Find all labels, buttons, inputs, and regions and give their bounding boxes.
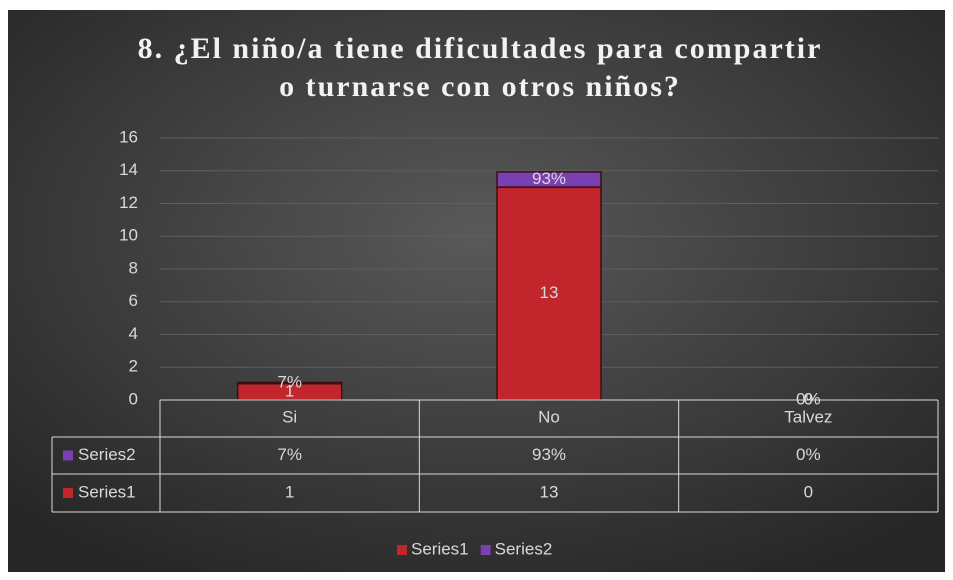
- data-label: 7%: [277, 373, 302, 392]
- y-tick-label: 8: [129, 258, 138, 277]
- data-label: 0: [804, 389, 813, 408]
- table-cell: 93%: [532, 445, 566, 464]
- table-legend-key: [63, 450, 73, 461]
- legend-key: [397, 545, 407, 555]
- table-cell: 7%: [277, 445, 302, 464]
- table-cell: 0%: [796, 445, 821, 464]
- data-label: 1: [285, 381, 294, 400]
- table-series-name: Series2: [78, 445, 136, 464]
- x-tick-label: Si: [282, 407, 297, 426]
- legend-label: Series2: [495, 539, 553, 558]
- legend-key: [480, 545, 491, 555]
- y-tick-label: 6: [129, 291, 138, 310]
- y-tick-label: 16: [119, 127, 138, 146]
- table-legend-key: [63, 488, 73, 498]
- y-tick-label: 2: [129, 357, 138, 376]
- y-tick-label: 12: [119, 193, 138, 212]
- y-tick-label: 14: [119, 160, 138, 179]
- table-cell: 13: [540, 482, 559, 501]
- chart-title: 8. ¿El niño/a tiene dificultades para co…: [137, 32, 823, 103]
- bar-segment: [496, 186, 602, 401]
- table-series-name: Series1: [78, 482, 136, 501]
- legend-label: Series1: [411, 539, 469, 558]
- y-tick-label: 10: [119, 226, 138, 245]
- bar-segment: [496, 171, 602, 188]
- x-tick-label: No: [538, 407, 560, 426]
- chart-background: [8, 10, 945, 572]
- table-cell: 1: [285, 482, 294, 501]
- bar-segment: [236, 381, 343, 385]
- table-cell: 0: [804, 482, 813, 501]
- y-tick-label: 0: [129, 389, 138, 408]
- data-label: 13: [540, 283, 559, 302]
- data-label: 0%: [796, 389, 821, 408]
- x-tick-label: Talvez: [784, 407, 832, 426]
- data-label: 93%: [532, 169, 566, 188]
- y-tick-label: 4: [129, 324, 138, 343]
